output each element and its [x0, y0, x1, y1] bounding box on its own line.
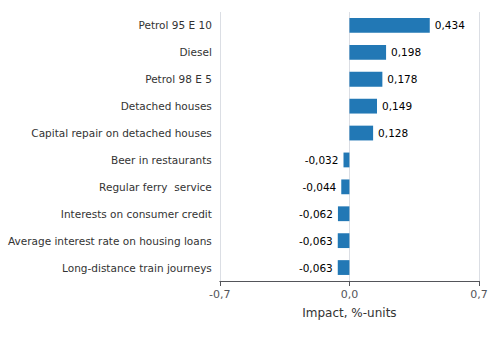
- svg-text:Regular ferry service: Regular ferry service: [99, 181, 212, 193]
- svg-text:-0,063: -0,063: [299, 235, 333, 247]
- svg-text:-0,032: -0,032: [305, 154, 339, 166]
- svg-text:0,7: 0,7: [470, 288, 488, 301]
- svg-text:-0,063: -0,063: [299, 262, 333, 274]
- svg-text:0,198: 0,198: [391, 46, 421, 58]
- svg-text:Capital repair on detached hou: Capital repair on detached houses: [31, 127, 212, 139]
- svg-text:Petrol 95 E 10: Petrol 95 E 10: [138, 19, 211, 31]
- svg-text:Petrol 98 E 5: Petrol 98 E 5: [145, 73, 212, 85]
- svg-text:0,0: 0,0: [341, 288, 359, 301]
- svg-text:Interests on consumer credit: Interests on consumer credit: [61, 208, 212, 220]
- svg-text:0,128: 0,128: [378, 127, 408, 139]
- svg-text:0,178: 0,178: [387, 73, 417, 85]
- svg-text:Beer in restaurants: Beer in restaurants: [111, 154, 212, 166]
- svg-text:0,149: 0,149: [382, 100, 412, 112]
- svg-text:-0,7: -0,7: [209, 288, 230, 301]
- svg-text:Average interest rate on housi: Average interest rate on housing loans: [8, 235, 212, 247]
- svg-text:Detached houses: Detached houses: [121, 100, 212, 112]
- svg-text:0,434: 0,434: [435, 19, 465, 31]
- svg-text:Impact, %-units: Impact, %-units: [302, 306, 396, 320]
- svg-text:-0,044: -0,044: [302, 181, 336, 193]
- svg-text:Long-distance train journeys: Long-distance train journeys: [62, 262, 212, 274]
- svg-text:Diesel: Diesel: [180, 46, 212, 58]
- svg-text:-0,062: -0,062: [299, 208, 333, 220]
